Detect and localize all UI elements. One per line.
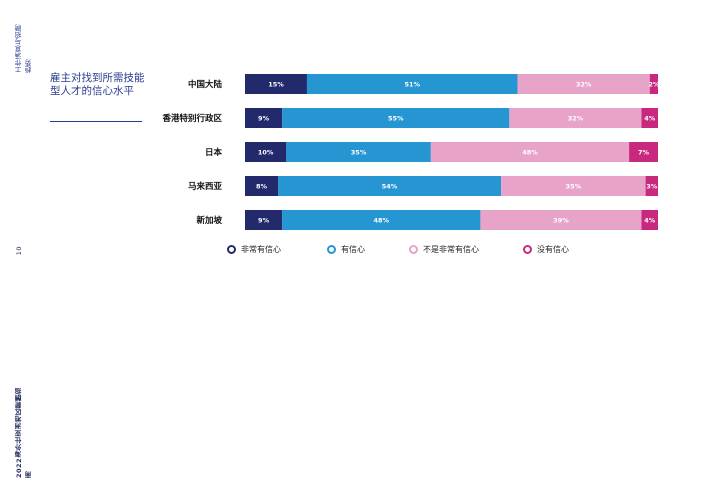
legend-item: 非常有信心 bbox=[227, 244, 281, 255]
legend-marker-icon bbox=[227, 245, 236, 254]
legend-marker-icon bbox=[409, 245, 418, 254]
page-number: 10 bbox=[15, 246, 23, 256]
data-label: 39% bbox=[553, 217, 569, 225]
data-label: 55% bbox=[388, 115, 404, 123]
bar-segment-4 bbox=[629, 142, 658, 162]
data-label: 48% bbox=[522, 149, 538, 157]
bar-segment-3 bbox=[501, 176, 646, 196]
data-label: 15% bbox=[268, 81, 284, 89]
data-label: 8% bbox=[256, 183, 268, 191]
legend-label: 有信心 bbox=[341, 245, 365, 254]
bar-segment-2 bbox=[282, 210, 481, 230]
bar-segment-3 bbox=[517, 74, 650, 94]
category-label: 中国大陆 bbox=[188, 79, 223, 90]
category-label: 新加坡 bbox=[196, 215, 222, 226]
bar-segment-3 bbox=[509, 108, 642, 128]
category-label: 日本 bbox=[205, 147, 223, 158]
bar-segment-4 bbox=[649, 74, 658, 94]
bar-segment-4 bbox=[645, 176, 658, 196]
bar-segment-2 bbox=[286, 142, 431, 162]
title-divider bbox=[50, 121, 142, 122]
data-label: 51% bbox=[404, 81, 420, 89]
bar-segment-3 bbox=[480, 210, 642, 230]
bar-segment-1 bbox=[245, 210, 283, 230]
category-label: 马来西亚 bbox=[188, 181, 223, 192]
data-label: 48% bbox=[374, 217, 390, 225]
data-label: 32% bbox=[568, 115, 584, 123]
bar-segment-2 bbox=[282, 108, 510, 128]
legend-marker-icon bbox=[327, 245, 336, 254]
data-label: 3% bbox=[646, 183, 658, 191]
chart-title: 雇主对找到所需技能型人才的信心水平 bbox=[50, 72, 145, 97]
bar-segment-1 bbox=[245, 74, 307, 94]
bar-segment-2 bbox=[278, 176, 502, 196]
bar-segment-4 bbox=[641, 210, 658, 230]
chart-legend: 非常有信心 有信心 不是非常有信心 没有信心 bbox=[227, 244, 667, 258]
data-label: 7% bbox=[638, 149, 650, 157]
data-label: 4% bbox=[644, 115, 656, 123]
bar-segment-2 bbox=[306, 74, 518, 94]
data-label: 54% bbox=[382, 183, 398, 191]
data-label: 32% bbox=[576, 81, 592, 89]
bar-segment-4 bbox=[641, 108, 658, 128]
legend-item: 没有信心 bbox=[523, 244, 569, 255]
legend-item: 不是非常有信心 bbox=[409, 244, 479, 255]
bar-segment-1 bbox=[245, 108, 283, 128]
bar-segment-3 bbox=[430, 142, 630, 162]
data-label: 2% bbox=[648, 81, 660, 89]
legend-label: 不是非常有信心 bbox=[423, 245, 479, 254]
legend-item: 有信心 bbox=[327, 244, 365, 255]
data-label: 9% bbox=[258, 217, 270, 225]
legend-label: 没有信心 bbox=[537, 245, 569, 254]
legend-marker-icon bbox=[523, 245, 532, 254]
bar-segment-1 bbox=[245, 142, 287, 162]
publication-title: 2022海外仕亚洲地区薪酬指南 bbox=[15, 387, 33, 478]
category-label: 香港特别行政区 bbox=[161, 113, 222, 124]
legend-label: 非常有信心 bbox=[241, 245, 281, 254]
bar-segment-1 bbox=[245, 176, 279, 196]
data-label: 10% bbox=[258, 149, 274, 157]
data-label: 35% bbox=[351, 149, 367, 157]
data-label: 9% bbox=[258, 115, 270, 123]
data-label: 4% bbox=[644, 217, 656, 225]
stacked-bar-chart: 中国大陆 15% 51% 32% 2% 香港特别行政区 9% 55% 32% 4% 日本 10% 35%… bbox=[161, 74, 660, 230]
data-label: 35% bbox=[566, 183, 582, 191]
